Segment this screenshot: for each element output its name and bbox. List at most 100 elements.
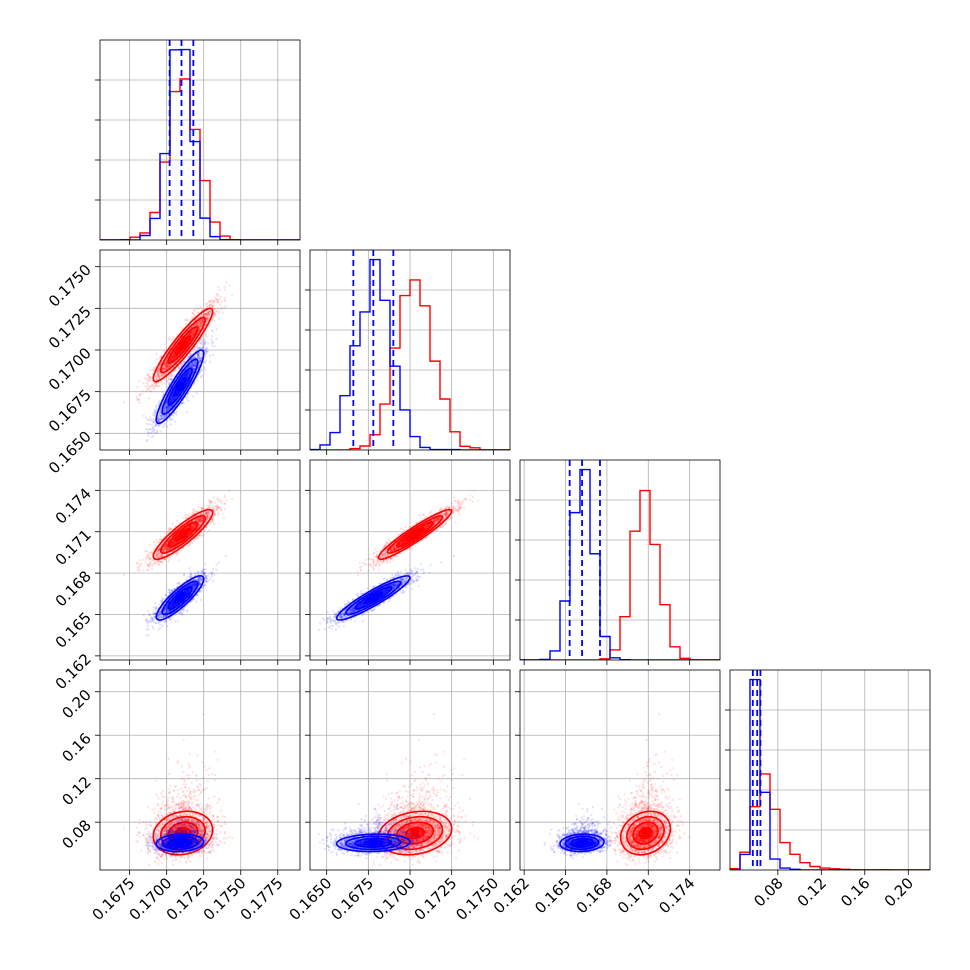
sample-point bbox=[186, 411, 189, 414]
sample-point bbox=[199, 322, 202, 326]
sample-point bbox=[201, 340, 204, 343]
sample-point bbox=[136, 397, 139, 400]
sample-point bbox=[156, 370, 159, 373]
sample-point bbox=[151, 385, 154, 388]
sample-point bbox=[158, 377, 161, 380]
sample-point bbox=[174, 355, 177, 359]
sample-point bbox=[215, 310, 218, 313]
sample-point bbox=[158, 399, 161, 402]
sample-point bbox=[231, 294, 234, 297]
sample-point bbox=[149, 416, 152, 419]
sample-point bbox=[191, 333, 194, 336]
sample-point bbox=[169, 418, 172, 421]
sample-point bbox=[210, 338, 213, 341]
sample-point bbox=[175, 354, 178, 357]
sample-point bbox=[216, 294, 219, 297]
sample-point bbox=[203, 341, 207, 345]
sample-point bbox=[165, 372, 168, 375]
sample-point bbox=[157, 371, 160, 374]
sample-point bbox=[188, 333, 191, 336]
sample-point bbox=[145, 440, 149, 443]
sample-point bbox=[162, 367, 165, 370]
sample-point bbox=[203, 332, 207, 335]
sample-point bbox=[161, 425, 165, 429]
sample-point bbox=[170, 357, 173, 360]
sample-point bbox=[212, 304, 216, 307]
sample-point bbox=[165, 361, 168, 364]
sample-point bbox=[212, 299, 216, 303]
sample-point bbox=[200, 319, 203, 322]
sample-point bbox=[191, 333, 194, 337]
sample-point bbox=[171, 358, 174, 361]
sample-point bbox=[135, 395, 138, 399]
sample-point bbox=[171, 418, 174, 421]
sample-point bbox=[188, 333, 191, 336]
sample-point bbox=[207, 318, 210, 321]
sample-point bbox=[200, 324, 203, 327]
sample-point bbox=[188, 332, 191, 336]
sample-point bbox=[173, 354, 176, 357]
y-tick-label: 0.1725 bbox=[45, 302, 95, 352]
sample-point bbox=[210, 335, 214, 338]
sample-point bbox=[204, 311, 208, 315]
sample-point bbox=[173, 352, 176, 355]
sample-point bbox=[172, 414, 175, 417]
sample-point bbox=[163, 422, 167, 426]
sample-point bbox=[164, 360, 168, 363]
sample-point bbox=[196, 346, 200, 350]
sample-point bbox=[159, 374, 163, 377]
sample-point bbox=[201, 320, 204, 323]
sample-point bbox=[208, 310, 211, 314]
sample-point bbox=[161, 368, 164, 371]
sample-point bbox=[163, 382, 166, 385]
sample-point bbox=[174, 355, 177, 358]
sample-point bbox=[196, 345, 199, 348]
sample-point bbox=[215, 338, 218, 341]
panel-content bbox=[122, 281, 234, 452]
sample-point bbox=[200, 368, 203, 371]
sample-point bbox=[169, 359, 172, 362]
sample-point bbox=[165, 364, 168, 367]
sample-point bbox=[171, 354, 175, 357]
sample-point bbox=[211, 306, 214, 309]
sample-point bbox=[216, 307, 220, 310]
sample-point bbox=[152, 418, 155, 421]
sample-point bbox=[207, 317, 210, 320]
series-0-points bbox=[122, 281, 234, 404]
sample-point bbox=[165, 366, 169, 369]
sample-point bbox=[165, 365, 168, 368]
sample-point bbox=[149, 385, 152, 388]
sample-point bbox=[150, 423, 153, 426]
sample-point bbox=[173, 355, 176, 359]
sample-point bbox=[162, 350, 165, 353]
sample-point bbox=[197, 324, 201, 327]
sample-point bbox=[203, 312, 206, 315]
sample-point bbox=[189, 332, 192, 335]
sample-point bbox=[148, 376, 151, 379]
y-tick-label: 0.1750 bbox=[45, 261, 95, 311]
sample-point bbox=[158, 371, 161, 374]
sample-point bbox=[175, 333, 179, 336]
sample-point bbox=[208, 354, 212, 357]
sample-point bbox=[146, 385, 149, 388]
sample-point bbox=[208, 300, 211, 303]
sample-point bbox=[192, 308, 195, 312]
sample-point bbox=[181, 362, 184, 365]
sample-point bbox=[201, 321, 204, 325]
sample-point bbox=[173, 355, 176, 358]
sample-point bbox=[172, 354, 175, 357]
sample-point bbox=[207, 310, 210, 314]
sample-point bbox=[201, 320, 204, 323]
sample-point bbox=[169, 359, 172, 362]
sample-point bbox=[194, 328, 197, 331]
sample-point bbox=[189, 353, 192, 356]
sample-point bbox=[172, 354, 175, 357]
sample-point bbox=[147, 450, 149, 452]
sample-point bbox=[156, 375, 159, 378]
sample-point bbox=[215, 298, 218, 301]
sample-point bbox=[157, 378, 160, 381]
sample-point bbox=[215, 309, 218, 313]
sample-point bbox=[199, 376, 203, 379]
sample-point bbox=[221, 311, 224, 315]
sample-point bbox=[206, 316, 209, 319]
